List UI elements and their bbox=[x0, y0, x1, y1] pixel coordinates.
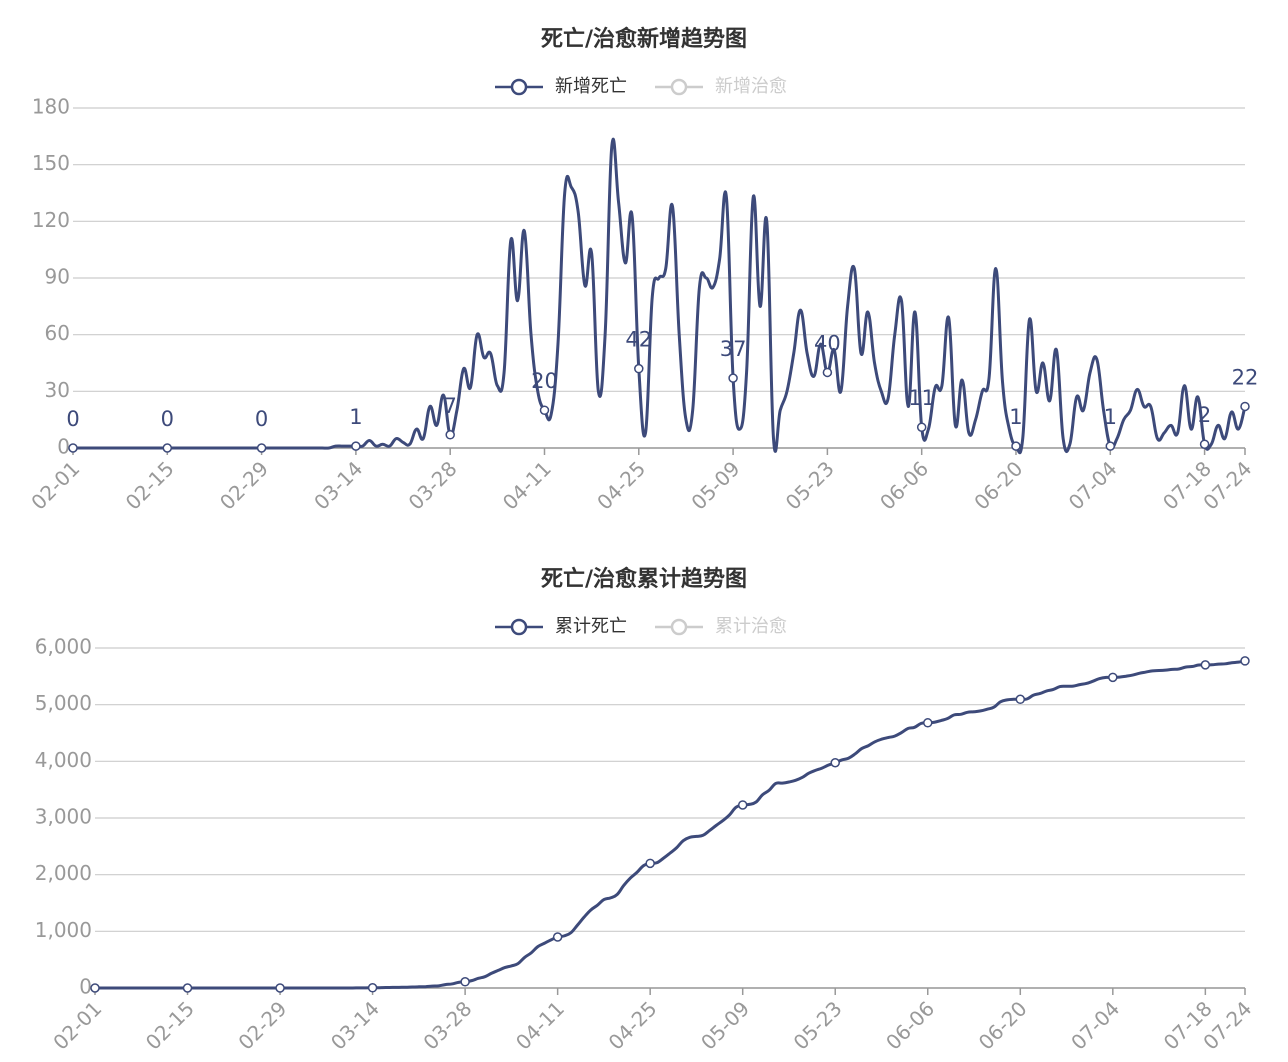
y-tick-label: 90 bbox=[45, 265, 70, 289]
data-label: 1 bbox=[349, 405, 362, 429]
data-point bbox=[539, 405, 550, 415]
y-tick-label: 30 bbox=[45, 378, 70, 402]
x-tick-label: 06-20 bbox=[969, 456, 1027, 514]
data-point bbox=[1200, 660, 1211, 670]
data-point bbox=[923, 718, 933, 728]
chart-title: 死亡/治愈新增趋势图 bbox=[541, 26, 747, 52]
data-point bbox=[351, 441, 361, 451]
data-point bbox=[728, 373, 738, 383]
y-tick-label: 5,000 bbox=[35, 691, 92, 715]
legend-label: 累计死亡 bbox=[555, 616, 627, 637]
x-tick-label: 05-09 bbox=[686, 456, 744, 514]
chart-title: 死亡/治愈累计趋势图 bbox=[541, 566, 747, 592]
x-tick-label: 03-28 bbox=[418, 996, 476, 1054]
y-tick-label: 120 bbox=[32, 208, 70, 232]
y-tick-label: 1,000 bbox=[35, 918, 92, 942]
y-tick-label: 3,000 bbox=[35, 805, 92, 829]
data-point bbox=[1240, 401, 1250, 412]
x-tick-label: 05-23 bbox=[789, 996, 847, 1054]
data-label: 7 bbox=[444, 394, 457, 418]
y-tick-label: 2,000 bbox=[35, 861, 92, 885]
data-point bbox=[822, 367, 833, 378]
x-tick-label: 05-09 bbox=[696, 996, 754, 1054]
data-point bbox=[256, 443, 267, 453]
x-tick-label: 04-11 bbox=[498, 456, 556, 514]
y-tick-label: 4,000 bbox=[35, 748, 92, 772]
data-point bbox=[1199, 439, 1210, 449]
legend-label: 累计治愈 bbox=[715, 616, 787, 637]
x-tick-label: 06-06 bbox=[875, 456, 933, 514]
data-point bbox=[275, 983, 285, 993]
x-tick-label: 03-14 bbox=[326, 996, 384, 1054]
x-tick-label: 04-25 bbox=[592, 456, 650, 514]
data-point bbox=[634, 363, 644, 374]
data-point bbox=[1108, 672, 1118, 683]
data-point bbox=[460, 977, 470, 987]
data-point bbox=[68, 443, 78, 453]
y-tick-label: 150 bbox=[32, 151, 70, 175]
legend-label: 新增死亡 bbox=[555, 76, 627, 97]
y-tick-label: 6,000 bbox=[35, 635, 92, 659]
data-point bbox=[916, 422, 927, 432]
legend-marker bbox=[510, 78, 528, 96]
data-label: 1 bbox=[1104, 405, 1117, 429]
data-label: 0 bbox=[66, 407, 79, 431]
x-tick-label: 03-14 bbox=[309, 456, 367, 514]
data-label: 22 bbox=[1232, 365, 1259, 389]
legend-label: 新增治愈 bbox=[715, 76, 787, 97]
data-label: 0 bbox=[161, 407, 174, 431]
legend-marker bbox=[670, 78, 688, 96]
data-label: 2 bbox=[1198, 403, 1211, 427]
data-label: 20 bbox=[531, 369, 558, 393]
x-tick-label: 07-04 bbox=[1064, 456, 1122, 514]
x-tick-label: 04-11 bbox=[511, 996, 569, 1054]
legend-marker bbox=[510, 618, 528, 636]
x-tick-label: 03-28 bbox=[404, 456, 462, 514]
legend-marker bbox=[670, 618, 688, 636]
x-tick-label: 04-25 bbox=[604, 996, 662, 1054]
x-tick-label: 07-04 bbox=[1066, 996, 1124, 1054]
data-label: 37 bbox=[720, 337, 747, 361]
x-tick-label: 06-06 bbox=[881, 996, 939, 1054]
data-point bbox=[162, 443, 173, 453]
data-label: 42 bbox=[625, 328, 652, 352]
y-tick-label: 60 bbox=[45, 321, 70, 345]
data-point bbox=[1105, 441, 1116, 451]
data-label: 0 bbox=[255, 407, 268, 431]
x-tick-label: 02-15 bbox=[141, 996, 199, 1054]
x-tick-label: 02-01 bbox=[48, 996, 106, 1054]
data-point bbox=[830, 758, 840, 768]
x-tick-label: 02-29 bbox=[215, 456, 273, 514]
data-point bbox=[737, 800, 748, 810]
data-point bbox=[552, 932, 563, 942]
data-point bbox=[1011, 441, 1021, 451]
y-tick-label: 180 bbox=[32, 95, 70, 119]
y-tick-label: 0 bbox=[79, 975, 92, 999]
data-label: 1 bbox=[1009, 405, 1022, 429]
data-point bbox=[645, 858, 655, 869]
data-point bbox=[1240, 656, 1250, 666]
x-tick-label: 02-01 bbox=[26, 456, 84, 514]
y-tick-label: 0 bbox=[57, 435, 70, 459]
data-label: 40 bbox=[814, 331, 841, 355]
x-tick-label: 02-15 bbox=[121, 456, 179, 514]
data-line bbox=[95, 659, 1246, 990]
x-tick-label: 02-29 bbox=[233, 996, 291, 1054]
data-point bbox=[90, 983, 100, 993]
data-line bbox=[73, 137, 1247, 455]
data-point bbox=[445, 430, 455, 440]
data-point bbox=[367, 983, 378, 993]
x-tick-label: 06-20 bbox=[974, 996, 1032, 1054]
data-label: 11 bbox=[908, 386, 935, 410]
x-tick-label: 05-23 bbox=[781, 456, 839, 514]
data-point bbox=[182, 983, 193, 993]
data-point bbox=[1015, 694, 1026, 705]
